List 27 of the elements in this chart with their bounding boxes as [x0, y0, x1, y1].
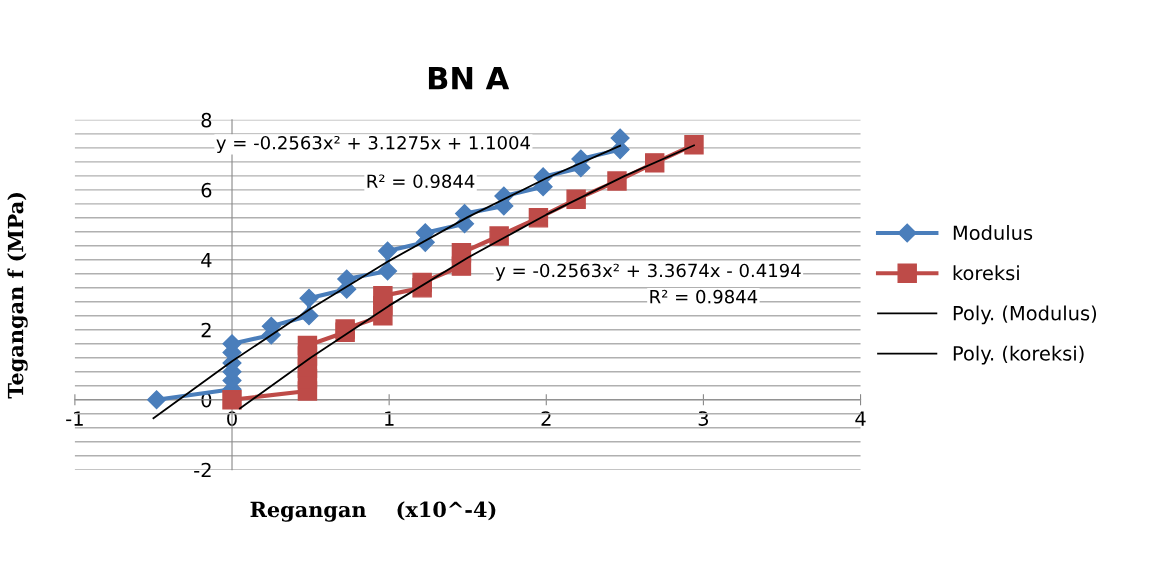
annotation: y = -0.2563x² + 3.1275x + 1.1004 [216, 135, 530, 154]
y-tick-label: 2 [201, 322, 211, 338]
point [684, 134, 704, 155]
point [222, 390, 242, 410]
x-tick-label: 3 [698, 411, 709, 426]
legend-label: Poly. (Modulus) [953, 305, 1097, 325]
point [378, 241, 398, 261]
point [451, 243, 472, 263]
y-tick-label: -2 [194, 462, 211, 478]
annotation: y = -0.2563x² + 3.3674x - 0.4194 [495, 263, 801, 281]
x-tick-label: 4 [855, 411, 866, 426]
legend-label: Poly. (koreksi) [953, 345, 1084, 365]
annotation: R² = 0.9844 [650, 289, 758, 304]
y-axis-title: Tegangan f (MPa) [7, 192, 28, 399]
annotation: R² = 0.9844 [367, 174, 475, 189]
x-axis-title: Regangan (x10^-4) [250, 501, 496, 522]
legend-label: Modulus [953, 225, 1033, 241]
y-tick-label: 8 [201, 112, 212, 128]
y-tick-label: 4 [201, 253, 212, 268]
point [147, 390, 167, 410]
legend-label: koreksi [953, 265, 1019, 281]
y-tick-label: 6 [201, 182, 212, 198]
chart-title: BN A [428, 67, 510, 90]
point [297, 335, 318, 356]
point [373, 286, 393, 306]
point [299, 288, 319, 308]
point [378, 261, 398, 281]
